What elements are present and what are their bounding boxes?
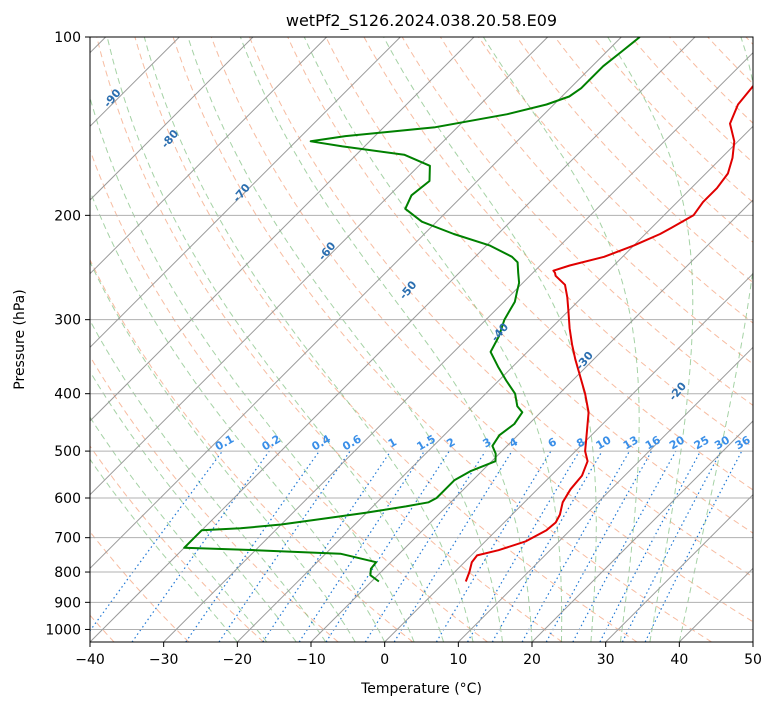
isotherm (531, 420, 753, 642)
x-tick-label: 30 (597, 652, 615, 668)
dry-adiabat (134, 37, 638, 642)
x-tick-label: 10 (449, 652, 467, 668)
y-tick-label: 900 (54, 595, 81, 611)
plot-border (89, 36, 754, 643)
y-tick-label: 200 (54, 208, 81, 224)
moist-adiabat (90, 370, 297, 642)
plot-frame (89, 36, 754, 643)
sounding-profiles (183, 37, 753, 583)
moist-adiabat (678, 37, 753, 642)
moist-adiabat (90, 189, 386, 642)
mixing-ratio-line (298, 450, 425, 642)
isotherm (605, 493, 753, 642)
y-tick-label: 300 (54, 313, 81, 329)
isotherm (90, 37, 622, 570)
moist-adiabat (383, 37, 597, 642)
moist-adiabat (187, 37, 503, 642)
background-lines (90, 37, 753, 642)
y-axis-ticks: 100 200 300 400 500 600 700 800 900 1000 (45, 30, 90, 638)
y-tick-label: 400 (54, 387, 81, 403)
y-tick-label: 700 (54, 531, 81, 547)
x-tick-label: 50 (744, 652, 762, 668)
dry-adiabat (325, 37, 753, 491)
dry-adiabat (96, 37, 563, 642)
moist-adiabat (90, 416, 268, 642)
y-tick-label: 1000 (45, 622, 81, 638)
y-tick-label: 500 (54, 444, 81, 460)
temperature-profile-line (464, 84, 753, 582)
moist-adiabat (90, 458, 238, 642)
isotherm (752, 641, 753, 642)
plot-background (90, 37, 753, 642)
mixing-ratio-line (599, 450, 702, 642)
isotherm (236, 125, 753, 642)
mixing-ratio-line (364, 450, 486, 642)
x-axis-ticks: −40 −30 −20 −10 0 10 20 30 40 50 (75, 642, 762, 668)
moist-adiabat (482, 37, 640, 642)
x-tick-label: −40 (75, 652, 105, 668)
adiabat-label: -10 (757, 404, 775, 428)
isotherm (90, 37, 328, 275)
mixing-ratio-line (262, 450, 392, 642)
moist-adiabat (303, 37, 563, 642)
dry-adiabat (210, 37, 753, 623)
mixing-ratio-line (218, 450, 351, 642)
y-tick-label: 100 (54, 30, 81, 46)
y-axis-label: Pressure (hPa) (12, 289, 28, 389)
dry-adiabat (172, 37, 712, 642)
isotherm (90, 37, 475, 422)
x-tick-label: −30 (149, 652, 179, 668)
moist-adiabat (239, 37, 533, 642)
mixing-ratio-line (185, 450, 320, 642)
x-tick-label: 20 (523, 652, 541, 668)
moist-adiabat (607, 37, 694, 642)
isotherm (163, 51, 753, 642)
dewpoint-profile-line (183, 37, 641, 583)
chart-title: wetPf2_S126.2024.038.20.58.E09 (286, 11, 557, 31)
y-tick-label: 600 (54, 491, 81, 507)
isotherm (90, 37, 254, 201)
dry-adiabat (249, 37, 753, 578)
dry-adiabat (90, 258, 414, 642)
isotherm (384, 272, 753, 642)
mixing-ratio-line (466, 450, 580, 642)
dry-adiabat (287, 37, 753, 534)
isotherm (90, 37, 549, 496)
dry-adiabat (90, 445, 264, 642)
isotherm (310, 199, 753, 642)
moist-adiabat (90, 319, 327, 642)
x-axis-label: Temperature (°C) (360, 681, 482, 697)
mixing-ratio-line (572, 450, 677, 642)
moist-adiabat (106, 37, 445, 642)
mixing-ratio-line (435, 450, 552, 642)
y-tick-label: 800 (54, 565, 81, 581)
mixing-ratio-line (325, 450, 450, 642)
moist-adiabat (143, 37, 474, 642)
x-tick-label: 0 (380, 652, 389, 668)
dry-adiabat (516, 37, 753, 284)
plot-area (90, 37, 753, 642)
isotherm (90, 37, 401, 349)
moist-adiabat (90, 260, 356, 642)
isotherm (457, 346, 753, 642)
x-tick-label: −10 (296, 652, 326, 668)
x-tick-label: 40 (670, 652, 688, 668)
x-tick-label: −20 (223, 652, 253, 668)
